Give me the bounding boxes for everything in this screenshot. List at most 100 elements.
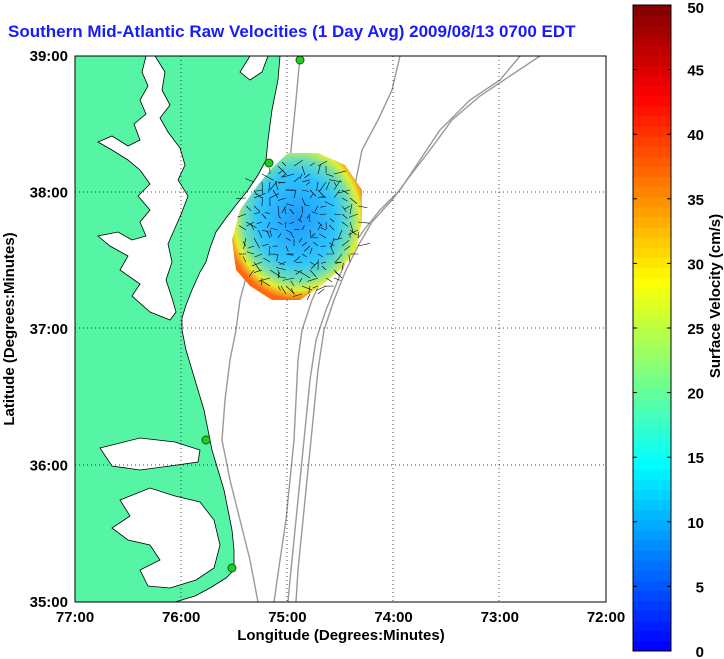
velocity-vector [253, 237, 260, 249]
x-tick-label: 72:00 [587, 609, 625, 626]
map-grid [75, 56, 606, 602]
colorbar-segment [633, 45, 671, 56]
colorbar-segment [633, 348, 671, 359]
y-tick-label: 38:00 [30, 185, 68, 202]
colorbar-segment [633, 620, 671, 632]
velocity-vector [321, 265, 327, 271]
velocity-vector [246, 221, 255, 227]
velocity-vector [321, 261, 327, 264]
velocity-vector [329, 242, 335, 247]
colorbar-segment [633, 5, 671, 16]
colorbar-segment [633, 459, 671, 470]
colorbar-segment [633, 550, 671, 561]
colorbar-segment [633, 166, 671, 178]
velocity-vector [282, 173, 295, 178]
velocity-vector [285, 229, 293, 234]
colorbar-segment [633, 519, 671, 531]
velocity-vector [357, 232, 359, 239]
radar-site-marker [201, 435, 211, 445]
colorbar-segment [633, 136, 671, 147]
chesapeake-bay [97, 56, 189, 321]
velocity-vector [341, 262, 344, 271]
velocity-vector [278, 276, 287, 279]
velocity-vector [344, 245, 351, 251]
colorbar-segment [633, 176, 671, 188]
velocity-vector [333, 170, 347, 175]
velocity-vector [330, 237, 335, 248]
velocity-vector [320, 227, 327, 231]
velocity-vector [269, 193, 280, 199]
velocity-field [232, 153, 362, 300]
velocity-vector [268, 181, 271, 193]
colorbar-segment [633, 449, 671, 460]
colorbar-tick-label: 10 [687, 515, 704, 532]
velocity-vector [263, 257, 271, 263]
velocity-vector [320, 205, 327, 208]
velocity-vector [335, 271, 343, 279]
colorbar-segment [633, 126, 671, 137]
velocity-vector [333, 181, 337, 187]
velocity-vector [261, 173, 274, 181]
velocity-vector [333, 213, 341, 216]
velocity-vector [281, 173, 287, 178]
velocity-vector [247, 245, 255, 249]
radar-sites [201, 56, 305, 573]
plot-area [75, 56, 606, 602]
velocity-vector [301, 225, 305, 231]
velocity-vector [261, 243, 269, 247]
velocity-vector [277, 221, 283, 225]
velocity-vector [304, 204, 311, 207]
colorbar-segment [633, 65, 671, 77]
colorbar-tick-label: 35 [687, 192, 704, 209]
velocity-vector [251, 261, 263, 267]
velocity-vector [268, 245, 271, 256]
colorbar-segment [633, 358, 671, 369]
velocity-vector [349, 203, 353, 215]
velocity-vector [275, 181, 279, 191]
velocity-vector [243, 237, 247, 250]
velocity-vector [325, 173, 334, 177]
colorbar-segment [633, 418, 671, 430]
velocity-vector [301, 179, 310, 183]
velocity-vector [253, 269, 263, 273]
velocity-vector [317, 223, 322, 231]
velocity-vector [279, 261, 287, 265]
velocity-vector [301, 197, 306, 206]
velocity-vector [306, 213, 311, 219]
velocity-vector [253, 193, 266, 199]
velocity-vector [242, 256, 247, 263]
velocity-vector [301, 165, 306, 175]
velocity-vector [290, 233, 295, 239]
colorbar-segment [633, 216, 671, 228]
velocity-vector [261, 196, 263, 207]
y-tick-label: 36:00 [30, 458, 68, 475]
colorbar-tick-label: 0 [696, 644, 704, 659]
colorbar-tick-label: 15 [687, 450, 704, 467]
colorbar-segment [633, 237, 671, 248]
colorbar-segment [633, 590, 671, 602]
velocity-vector [270, 227, 279, 231]
velocity-vector [333, 277, 341, 281]
velocity-vector [316, 285, 327, 291]
colorbar-segment [633, 267, 671, 279]
velocity-vector [293, 176, 300, 183]
velocity-vector [341, 221, 349, 227]
y-axis-label: Latitude (Degrees:Minutes) [1, 232, 18, 425]
colorbar-tick-label: 20 [687, 386, 704, 403]
velocity-vector [337, 189, 351, 194]
velocity-vector [341, 239, 350, 247]
velocity-vector [277, 261, 285, 265]
velocity-vector [265, 211, 271, 215]
velocity-vector [335, 261, 343, 264]
velocity-vector [282, 277, 295, 281]
velocity-vector [305, 181, 311, 186]
velocity-vector [289, 208, 295, 215]
velocity-vector [317, 160, 328, 167]
x-tick-label: 77:00 [56, 609, 94, 626]
velocity-vector [325, 277, 333, 283]
velocity-vector [325, 181, 330, 191]
velocity-vector [348, 213, 359, 218]
velocity-vector [312, 241, 319, 247]
velocity-vector [300, 271, 311, 279]
